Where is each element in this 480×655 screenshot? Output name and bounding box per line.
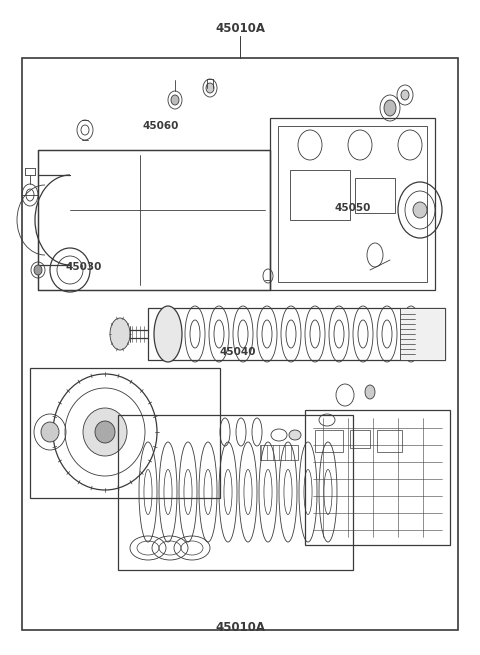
Bar xyxy=(278,126,427,282)
Text: 45040: 45040 xyxy=(219,347,256,358)
Text: 45010A: 45010A xyxy=(215,621,265,634)
Ellipse shape xyxy=(171,95,179,105)
Ellipse shape xyxy=(95,421,115,443)
Bar xyxy=(30,368,220,498)
Bar xyxy=(315,430,343,452)
Ellipse shape xyxy=(365,385,375,399)
Bar xyxy=(22,58,458,630)
Ellipse shape xyxy=(401,90,409,100)
Ellipse shape xyxy=(206,83,214,93)
Ellipse shape xyxy=(34,265,42,275)
Ellipse shape xyxy=(41,422,59,442)
Bar xyxy=(377,430,402,452)
Polygon shape xyxy=(400,308,445,360)
Bar xyxy=(260,445,298,460)
Bar xyxy=(290,170,350,220)
Text: 45060: 45060 xyxy=(143,121,179,131)
Text: 45010A: 45010A xyxy=(215,22,265,35)
Bar xyxy=(270,118,435,290)
Text: 45030: 45030 xyxy=(66,262,102,272)
Bar xyxy=(355,178,395,213)
Bar xyxy=(38,150,270,290)
Ellipse shape xyxy=(289,430,301,440)
Bar xyxy=(118,415,353,570)
Ellipse shape xyxy=(413,202,427,218)
Text: 45050: 45050 xyxy=(335,203,371,214)
Ellipse shape xyxy=(83,408,127,456)
Bar xyxy=(350,430,370,448)
Ellipse shape xyxy=(110,318,130,350)
Ellipse shape xyxy=(154,306,182,362)
Bar xyxy=(305,410,450,545)
Ellipse shape xyxy=(384,100,396,116)
